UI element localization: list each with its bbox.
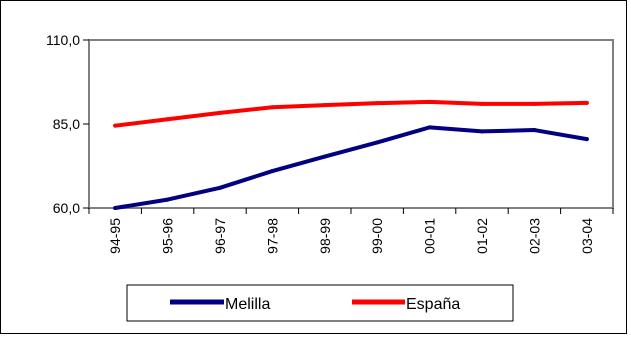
data-point-melilla — [532, 128, 537, 133]
data-point-melilla — [270, 169, 275, 174]
x-tick-label: 03-04 — [579, 218, 595, 254]
data-point-melilla — [113, 206, 118, 210]
data-point-espana — [584, 100, 589, 105]
x-tick-label: 95-96 — [160, 218, 176, 254]
data-point-espana — [218, 110, 222, 115]
data-point-espana — [113, 123, 118, 128]
data-point-espana — [427, 99, 432, 104]
data-point-espana — [480, 101, 484, 106]
series-lines — [113, 99, 589, 210]
plot-area — [88, 39, 614, 209]
legend-label-melilla: Melilla — [225, 296, 270, 313]
data-point-melilla — [375, 140, 380, 145]
data-point-melilla — [427, 125, 432, 130]
x-tick-label: 00-01 — [422, 218, 438, 254]
data-point-melilla — [322, 154, 327, 159]
x-tick-label: 97-98 — [264, 218, 280, 254]
series-line-melilla — [113, 125, 589, 210]
data-point-espana — [322, 103, 327, 108]
data-point-melilla — [218, 185, 222, 190]
data-point-espana — [532, 101, 537, 106]
data-point-espana — [165, 117, 170, 122]
y-tick-label: 85,0 — [53, 116, 80, 132]
legend-label-espana: España — [406, 296, 460, 313]
x-tick-label: 98-99 — [317, 218, 333, 254]
y-tick-label: 110,0 — [46, 32, 80, 48]
y-axis: 60,0 85,0 110,0 — [46, 32, 89, 216]
y-tick-label: 60,0 — [53, 200, 80, 216]
data-point-melilla — [165, 197, 170, 202]
x-tick-label: 96-97 — [212, 218, 228, 254]
x-tick-label: 02-03 — [526, 218, 542, 254]
data-point-melilla — [584, 137, 589, 142]
data-point-melilla — [480, 129, 484, 134]
data-point-espana — [270, 105, 275, 110]
x-tick-label: 01-02 — [474, 218, 490, 254]
x-axis: 94-95 95-96 96-97 97-98 98-99 99-00 00-01 01-02… — [88, 208, 614, 254]
x-tick-label: 99-00 — [369, 218, 385, 254]
series-line-espana — [113, 99, 589, 128]
x-tick-label: 94-95 — [107, 218, 123, 254]
data-point-espana — [375, 101, 380, 106]
legend: Melilla España — [126, 284, 514, 322]
